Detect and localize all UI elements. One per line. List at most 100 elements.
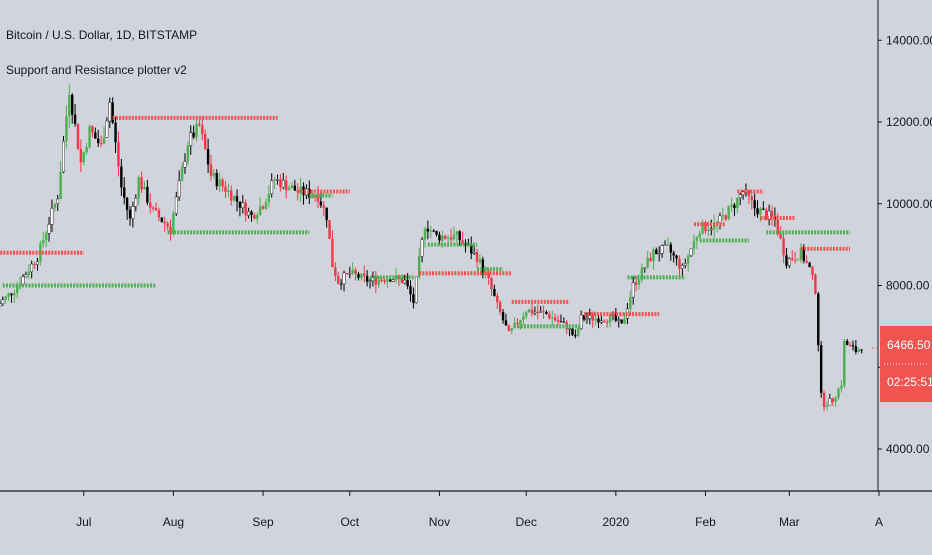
candle <box>351 262 354 276</box>
candle <box>363 265 366 283</box>
candle <box>163 216 166 233</box>
symbol-legend[interactable]: Bitcoin / U.S. Dollar, 1D, BITSTAMP <box>6 28 198 42</box>
candle <box>730 197 733 212</box>
candle <box>337 271 340 285</box>
candle <box>172 210 175 236</box>
candle <box>490 276 493 296</box>
candle <box>678 255 681 276</box>
candle <box>345 272 349 275</box>
candle <box>313 195 317 202</box>
candle <box>284 175 288 199</box>
candle <box>498 300 502 316</box>
price-tick-label: 12000.00 <box>886 115 932 129</box>
candle <box>721 207 725 221</box>
candle <box>79 139 83 172</box>
candle <box>640 263 644 283</box>
candle <box>192 125 195 139</box>
candle <box>683 258 687 269</box>
candle <box>591 311 594 328</box>
candle <box>44 230 48 248</box>
candle <box>423 226 427 248</box>
candle <box>120 158 123 196</box>
candle <box>597 314 600 329</box>
candle <box>256 212 259 224</box>
candle <box>267 185 271 208</box>
candle <box>733 202 736 217</box>
candle <box>695 235 699 249</box>
candle <box>47 216 51 242</box>
candle <box>785 247 788 269</box>
candle <box>843 338 846 388</box>
candle <box>513 317 516 329</box>
candle <box>787 257 791 269</box>
candle <box>348 266 352 279</box>
candle <box>140 171 143 193</box>
candle <box>368 278 372 289</box>
candle <box>709 219 713 236</box>
candle <box>854 340 858 355</box>
candle <box>328 220 331 240</box>
candle <box>125 196 129 220</box>
candle <box>13 289 16 304</box>
candle <box>177 170 181 202</box>
candle <box>796 257 800 261</box>
candle <box>174 191 178 216</box>
candle <box>91 125 94 138</box>
candle <box>822 390 826 412</box>
candle <box>623 312 626 325</box>
candle <box>420 236 424 263</box>
indicator-legend[interactable]: Support and Resistance plotter v2 <box>6 63 187 77</box>
candle <box>27 264 31 279</box>
candle <box>70 92 74 124</box>
candle <box>736 197 739 214</box>
candle <box>698 230 701 239</box>
candle <box>663 240 667 246</box>
candle <box>629 290 632 315</box>
candle <box>339 279 343 290</box>
candle <box>264 198 268 210</box>
candle <box>605 319 609 328</box>
candle <box>7 292 10 301</box>
candle <box>218 172 221 193</box>
candle <box>551 310 554 326</box>
candle <box>412 287 415 309</box>
candle <box>53 203 57 212</box>
candle <box>767 204 771 226</box>
candle <box>819 341 823 398</box>
candle <box>160 217 164 223</box>
candle <box>553 313 557 322</box>
candle <box>290 182 294 189</box>
last-price-value: 6466.50 <box>887 338 931 352</box>
candle <box>574 329 577 339</box>
candle <box>669 242 672 261</box>
candle <box>151 205 155 212</box>
axes-layer: 4000.006000.008000.0010000.0012000.00140… <box>0 0 932 529</box>
candle <box>221 177 224 192</box>
candle <box>224 180 227 198</box>
candle <box>10 293 13 303</box>
candle <box>227 183 230 198</box>
candle <box>657 246 661 262</box>
candle <box>652 247 655 270</box>
candle <box>357 271 360 281</box>
candle <box>65 105 68 149</box>
price-tick-label: 8000.00 <box>886 279 930 293</box>
candle <box>235 189 239 212</box>
candle <box>322 201 325 217</box>
candle <box>230 185 233 206</box>
candle <box>536 304 539 320</box>
bar-countdown: 02:25:51 <box>887 375 932 389</box>
candle <box>204 129 207 151</box>
candle <box>724 214 727 222</box>
candle <box>293 179 297 191</box>
time-tick-label: Mar <box>779 515 800 529</box>
candle <box>689 248 693 258</box>
candle <box>189 125 193 155</box>
candle <box>579 310 583 330</box>
candle <box>449 228 453 243</box>
candle <box>56 194 60 211</box>
candle <box>504 313 508 326</box>
candle <box>608 314 612 328</box>
